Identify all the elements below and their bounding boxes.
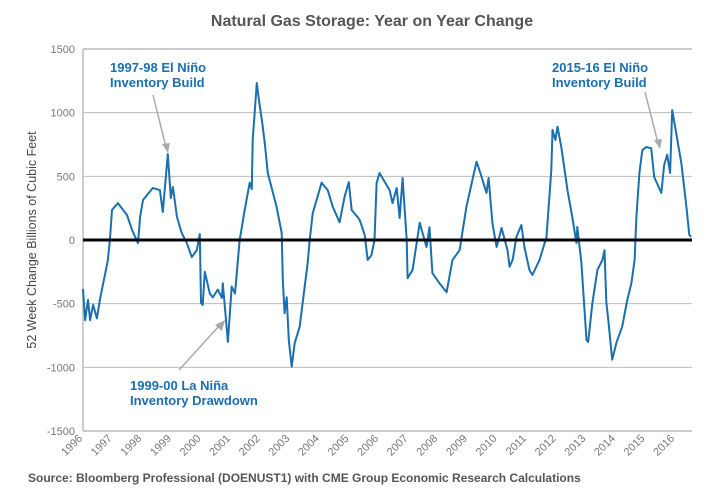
x-tick-label: 2006 [355, 433, 381, 459]
y-tick-label: 1500 [51, 44, 75, 56]
x-tick-label: 2012 [533, 433, 559, 459]
annotation-text: Inventory Build [552, 75, 647, 90]
x-tick-label: 2013 [563, 433, 589, 459]
annotation-text: 2015-16 El Niño [552, 60, 648, 75]
x-tick-label: 2008 [415, 433, 441, 459]
annotation-1999-00: 1999-00 La Niña Inventory Drawdown [130, 320, 258, 408]
x-tick-label: 2002 [237, 433, 263, 459]
source-note: Source: Bloomberg Professional (DOENUST1… [28, 471, 581, 485]
x-tick-label: 2001 [207, 433, 233, 459]
arrow-line [178, 324, 221, 371]
arrow-head [215, 320, 225, 331]
x-tick-label: 2011 [504, 433, 529, 458]
x-tick-label: 1997 [89, 433, 115, 459]
y-tick-labels: -1500 -1000 -500 0 500 1000 1500 [47, 44, 75, 438]
y-tick-label: -500 [53, 299, 75, 311]
y-tick-label: 1000 [51, 108, 75, 120]
annotation-text: Inventory Build [110, 75, 205, 90]
arrow-head [654, 139, 662, 149]
x-tick-label: 2010 [474, 433, 500, 459]
x-tick-label: 2016 [651, 433, 677, 459]
x-tick-label: 2004 [296, 433, 322, 459]
y-tick-label: 0 [69, 235, 75, 247]
arrow-line [152, 94, 167, 148]
x-tick-label: 2005 [326, 433, 352, 459]
y-tick-label: -1500 [47, 426, 75, 438]
y-tick-label: 500 [57, 171, 75, 183]
series-line [82, 82, 692, 368]
y-tick-label: -1000 [47, 362, 75, 374]
arrow-head [162, 143, 170, 153]
y-axis-label: 52 Week Change Billions of Cubic Feet [25, 131, 39, 349]
x-tick-label: 2014 [592, 433, 618, 459]
annotation-2015-16: 2015-16 El Niño Inventory Build [552, 60, 662, 149]
x-tick-label: 2015 [622, 433, 648, 459]
x-tick-label: 2000 [178, 433, 204, 459]
x-tick-label: 2003 [267, 433, 293, 459]
arrow-line [644, 91, 659, 144]
gridlines [82, 48, 692, 432]
x-tick-label: 2007 [385, 433, 411, 459]
annotation-1997-98: 1997-98 El Niño Inventory Build [110, 60, 206, 153]
annotation-text: Inventory Drawdown [130, 393, 258, 408]
x-tick-label: 2009 [444, 433, 470, 459]
chart-title: Natural Gas Storage: Year on Year Change [211, 13, 533, 30]
annotation-text: 1999-00 La Niña [130, 378, 229, 393]
x-tick-label: 1999 [148, 433, 174, 459]
x-tick-label: 1998 [119, 433, 145, 459]
x-tick-labels: 1996 1997 1998 1999 2000 2001 2002 2003 2004 2005… [59, 433, 677, 459]
annotation-text: 1997-98 El Niño [110, 60, 206, 75]
